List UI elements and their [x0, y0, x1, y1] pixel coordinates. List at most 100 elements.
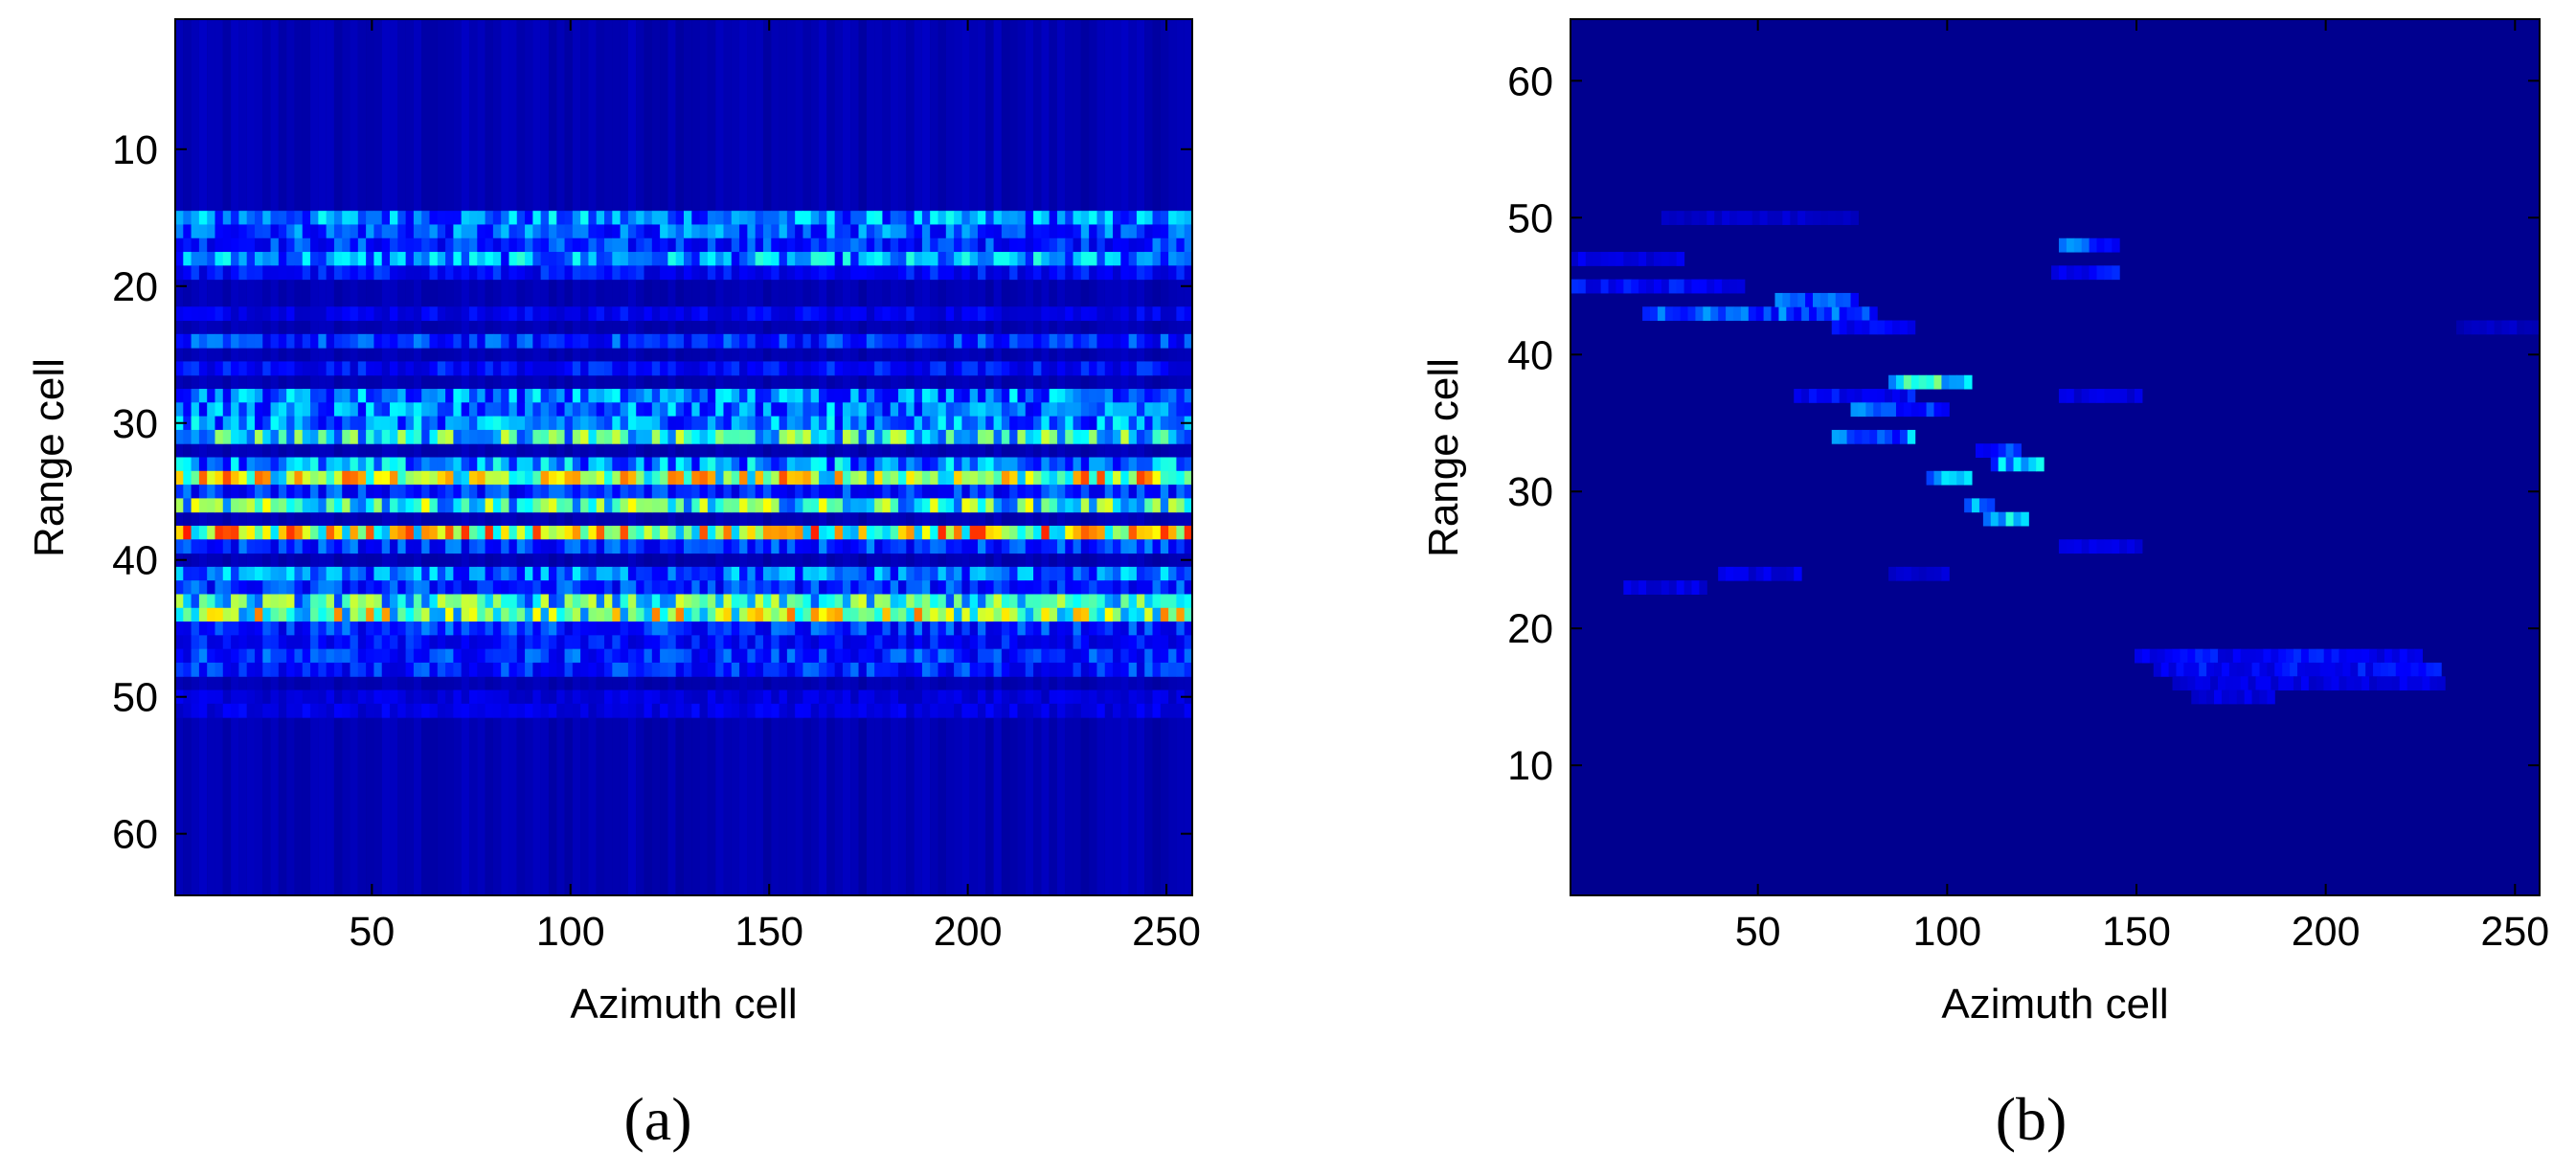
- heatmap-a-cell: [1089, 662, 1097, 677]
- heatmap-a-cell: [819, 689, 827, 705]
- heatmap-a-cell: [1096, 566, 1106, 581]
- heatmap-a-cell: [231, 485, 239, 499]
- heatmap-a-cell: [429, 416, 439, 431]
- heatmap-a-cell: [588, 361, 598, 376]
- heatmap-a-cell: [191, 306, 200, 322]
- heatmap-a-cell: [945, 265, 955, 281]
- heatmap-a-cell: [723, 662, 733, 677]
- heatmap-a-cell: [707, 539, 716, 554]
- heatmap-a-cell: [564, 594, 574, 609]
- heatmap-a-cell: [1001, 429, 1010, 444]
- heatmap-a-cell: [564, 224, 574, 239]
- heatmap-a-cell: [612, 621, 621, 636]
- heatmap-a-cell: [1033, 402, 1042, 418]
- heatmap-a-cell: [1041, 485, 1051, 499]
- y-tick-label: 10: [1507, 743, 1553, 789]
- heatmap-a-cell: [413, 470, 422, 486]
- heatmap-a-cell: [1001, 566, 1010, 581]
- heatmap-a-cell: [747, 594, 757, 609]
- heatmap-a-cell: [580, 539, 589, 554]
- heatmap-a-cell: [231, 539, 239, 554]
- heatmap-a-cell: [906, 607, 915, 622]
- heatmap-a-cell: [977, 662, 986, 677]
- heatmap-a-cell: [660, 211, 668, 225]
- heatmap-b-cell: [2373, 662, 2382, 677]
- x-tick-label: 50: [1735, 909, 1781, 955]
- heatmap-a-cell: [739, 306, 748, 322]
- heatmap-a-cell: [802, 457, 812, 472]
- heatmap-a-cell: [612, 607, 621, 622]
- heatmap-a-cell: [930, 333, 938, 349]
- heatmap-a-cell: [810, 498, 820, 513]
- heatmap-a-cell: [175, 389, 184, 403]
- heatmap-a-cell: [1080, 621, 1090, 636]
- heatmap-a-cell: [390, 402, 398, 418]
- heatmap-a-cell: [715, 237, 724, 253]
- heatmap-a-cell: [961, 498, 971, 513]
- heatmap-a-cell: [771, 333, 780, 349]
- heatmap-a-cell: [572, 485, 581, 499]
- heatmap-b-cell: [2399, 648, 2408, 664]
- heatmap-a-cell: [1144, 333, 1154, 349]
- y-tick-label: 30: [1507, 469, 1553, 515]
- heatmap-a-cell: [381, 333, 391, 349]
- heatmap-a-cell: [858, 361, 868, 376]
- heatmap-a-cell: [810, 703, 820, 718]
- heatmap-b-cell: [1869, 389, 1878, 403]
- heatmap-a-cell: [747, 306, 757, 322]
- heatmap-a-cell: [938, 607, 947, 622]
- heatmap-a-cell: [588, 594, 598, 609]
- heatmap-a-cell: [945, 333, 955, 349]
- heatmap-a-cell: [1113, 429, 1121, 444]
- heatmap-a-cell: [644, 689, 653, 705]
- heatmap-b-cell: [1778, 306, 1787, 322]
- heatmap-a-cell: [270, 594, 280, 609]
- heatmap-a-cell: [580, 457, 589, 472]
- heatmap-a-cell: [993, 607, 1003, 622]
- heatmap-a-cell: [771, 306, 780, 322]
- heatmap-a-cell: [890, 402, 899, 418]
- heatmap-a-cell: [556, 265, 566, 281]
- heatmap-a-cell: [453, 648, 463, 664]
- heatmap-a-cell: [627, 594, 637, 609]
- heatmap-b-cell: [1885, 429, 1893, 444]
- heatmap-a-cell: [564, 306, 574, 322]
- heatmap-a-cell: [207, 648, 215, 664]
- heatmap-a-cell: [326, 211, 335, 225]
- heatmap-a-cell: [1017, 224, 1027, 239]
- heatmap-b-cell: [1819, 211, 1829, 225]
- heatmap-a-cell: [318, 566, 328, 581]
- heatmap-a-cell: [755, 224, 764, 239]
- heatmap-a-cell: [914, 361, 923, 376]
- heatmap-a-cell: [771, 361, 780, 376]
- heatmap-a-cell: [969, 648, 979, 664]
- heatmap-a-cell: [866, 566, 875, 581]
- heatmap-a-cell: [786, 594, 796, 609]
- heatmap-a-cell: [850, 361, 860, 376]
- heatmap-a-cell: [262, 594, 272, 609]
- heatmap-a-cell: [580, 662, 589, 677]
- heatmap-a-cell: [826, 237, 836, 253]
- heatmap-a-cell: [1017, 470, 1027, 486]
- heatmap-a-cell: [691, 485, 701, 499]
- heatmap-a-cell: [684, 580, 692, 595]
- heatmap-a-cell: [286, 333, 295, 349]
- heatmap-a-cell: [795, 265, 803, 281]
- heatmap-a-cell: [540, 607, 550, 622]
- heatmap-a-cell: [1128, 621, 1138, 636]
- heatmap-a-cell: [445, 703, 454, 718]
- heatmap-b-cell: [1687, 306, 1696, 322]
- heatmap-a-cell: [1080, 566, 1090, 581]
- heatmap-a-cell: [795, 566, 803, 581]
- heatmap-a-cell: [532, 306, 542, 322]
- heatmap-a-cell: [183, 389, 192, 403]
- heatmap-a-cell: [620, 621, 629, 636]
- heatmap-a-cell: [802, 580, 812, 595]
- heatmap-a-cell: [1025, 402, 1034, 418]
- heatmap-a-cell: [548, 402, 557, 418]
- heatmap-a-cell: [342, 648, 351, 664]
- heatmap-a-cell: [660, 689, 668, 705]
- heatmap-a-cell: [723, 402, 733, 418]
- heatmap-a-cell: [890, 607, 899, 622]
- heatmap-a-cell: [1041, 389, 1051, 403]
